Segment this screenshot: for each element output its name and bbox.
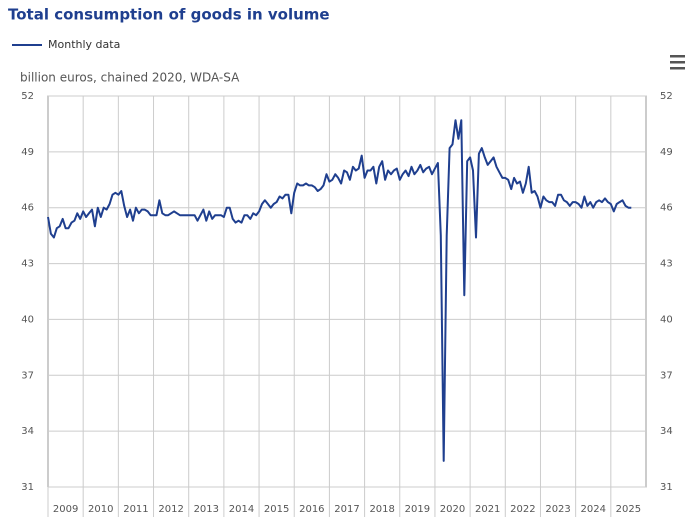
y-tick-label: 46 xyxy=(21,203,34,214)
x-tick-label: 2012 xyxy=(158,504,183,515)
x-tick-label: 2025 xyxy=(616,504,641,515)
unit-label: billion euros, chained 2020, WDA-SA xyxy=(20,71,240,85)
y2-tick-label: 40 xyxy=(660,314,673,325)
x-tick-label: 2009 xyxy=(53,504,78,515)
menu-bar xyxy=(670,67,685,70)
x-tick-label: 2016 xyxy=(299,504,324,515)
menu-icon[interactable] xyxy=(670,55,685,70)
x-tick-label: 2010 xyxy=(88,504,113,515)
y2-tick-label: 46 xyxy=(660,203,673,214)
y2-tick-label: 43 xyxy=(660,259,673,270)
y-tick-label: 34 xyxy=(21,426,34,437)
y-tick-label: 40 xyxy=(21,314,34,325)
x-tick-label: 2014 xyxy=(229,504,254,515)
y2-tick-label: 31 xyxy=(660,482,673,493)
x-tick-label: 2011 xyxy=(123,504,148,515)
x-tick-label: 2015 xyxy=(264,504,289,515)
menu-bar xyxy=(670,61,685,64)
y-tick-label: 43 xyxy=(21,259,34,270)
plot-frame xyxy=(47,95,647,488)
y2-tick-label: 37 xyxy=(660,370,673,381)
y-tick-label: 31 xyxy=(21,482,34,493)
x-tick-label: 2017 xyxy=(334,504,359,515)
x-tick-label: 2022 xyxy=(510,504,535,515)
x-tick-label: 2023 xyxy=(545,504,570,515)
data-line xyxy=(47,119,632,462)
x-tick-label: 2020 xyxy=(440,504,465,515)
x-tick-label: 2013 xyxy=(194,504,219,515)
y-tick-label: 37 xyxy=(21,370,34,381)
x-tick-label: 2018 xyxy=(369,504,394,515)
x-tick-label: 2019 xyxy=(405,504,430,515)
y-tick-label: 49 xyxy=(21,147,34,158)
y2-tick-label: 34 xyxy=(660,426,673,437)
y2-tick-label: 52 xyxy=(660,91,673,102)
chart-title: Total consumption of goods in volume xyxy=(8,6,330,24)
y2-tick-label: 49 xyxy=(660,147,673,158)
x-tick-label: 2021 xyxy=(475,504,500,515)
y-tick-label: 52 xyxy=(21,91,34,102)
menu-bar xyxy=(670,55,685,58)
legend-label: Monthly data xyxy=(48,38,120,51)
x-tick-label: 2024 xyxy=(581,504,606,515)
